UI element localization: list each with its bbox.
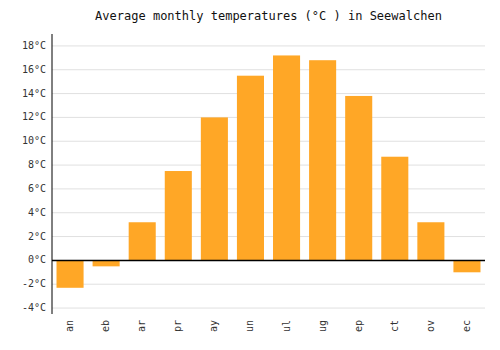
x-tick-label: ar bbox=[136, 320, 147, 332]
x-tick-label: ul bbox=[281, 320, 292, 332]
grid-line bbox=[52, 69, 485, 70]
grid-line bbox=[52, 188, 485, 189]
bar bbox=[381, 157, 408, 261]
grid-line bbox=[52, 260, 485, 261]
y-tick-label: 0°C bbox=[28, 254, 46, 265]
grid-line bbox=[52, 284, 485, 285]
y-tick-label: 10°C bbox=[22, 135, 46, 146]
bar bbox=[129, 222, 156, 260]
grid-line bbox=[52, 45, 485, 46]
y-axis-line bbox=[52, 34, 53, 314]
chart-container: -4°C -2°C 0°C 2°C 4°C 6°C 8°C 10°C 12°C 14°C 16°C 1… bbox=[0, 0, 500, 350]
y-tick-label: 16°C bbox=[22, 64, 46, 75]
zero-line bbox=[52, 260, 485, 262]
bar bbox=[165, 171, 192, 260]
x-tick-label: an bbox=[64, 320, 75, 332]
x-tick-label: pr bbox=[172, 320, 183, 332]
y-tick-label: 8°C bbox=[28, 159, 46, 170]
grid-line bbox=[52, 165, 485, 166]
grid-line bbox=[52, 308, 485, 309]
bar bbox=[237, 76, 264, 261]
grid-line bbox=[52, 93, 485, 94]
y-tick-label: 4°C bbox=[28, 207, 46, 218]
bar bbox=[453, 260, 480, 272]
x-tick-label: un bbox=[244, 320, 255, 332]
bar bbox=[345, 96, 372, 260]
y-tick-label: 2°C bbox=[28, 231, 46, 242]
y-tick-label: 14°C bbox=[22, 88, 46, 99]
y-tick-label: 18°C bbox=[22, 40, 46, 51]
x-tick-labels: an eb ar pr ay un ul ug ep ct ov ec bbox=[64, 320, 472, 332]
grid-line bbox=[52, 212, 485, 213]
bar bbox=[309, 60, 336, 260]
grid-line bbox=[52, 117, 485, 118]
x-tick-label: ep bbox=[353, 320, 364, 332]
y-grid bbox=[52, 46, 485, 308]
title: Average monthly temperatures (°C ) in Se… bbox=[95, 9, 442, 23]
grid-line bbox=[52, 141, 485, 142]
x-tick-label: ov bbox=[425, 320, 436, 332]
x-tick-label: ay bbox=[208, 320, 219, 332]
x-tick-label: ct bbox=[389, 320, 400, 332]
y-tick-label: 12°C bbox=[22, 111, 46, 122]
x-tick-label: eb bbox=[100, 320, 111, 332]
y-tick-label: -4°C bbox=[22, 302, 46, 313]
bar bbox=[57, 260, 84, 287]
x-tick-label: ec bbox=[461, 320, 472, 332]
chart: -4°C -2°C 0°C 2°C 4°C 6°C 8°C 10°C 12°C 14°C 16°C 1… bbox=[0, 0, 500, 350]
y-tick-label: 6°C bbox=[28, 183, 46, 194]
bars bbox=[57, 55, 481, 287]
bar bbox=[93, 260, 120, 266]
y-tick-labels: -4°C -2°C 0°C 2°C 4°C 6°C 8°C 10°C 12°C 14°C 16°C 1… bbox=[22, 40, 46, 313]
x-tick-label: ug bbox=[317, 320, 328, 332]
bar bbox=[273, 55, 300, 260]
bar bbox=[201, 117, 228, 260]
bar bbox=[417, 222, 444, 260]
y-tick-label: -2°C bbox=[22, 278, 46, 289]
